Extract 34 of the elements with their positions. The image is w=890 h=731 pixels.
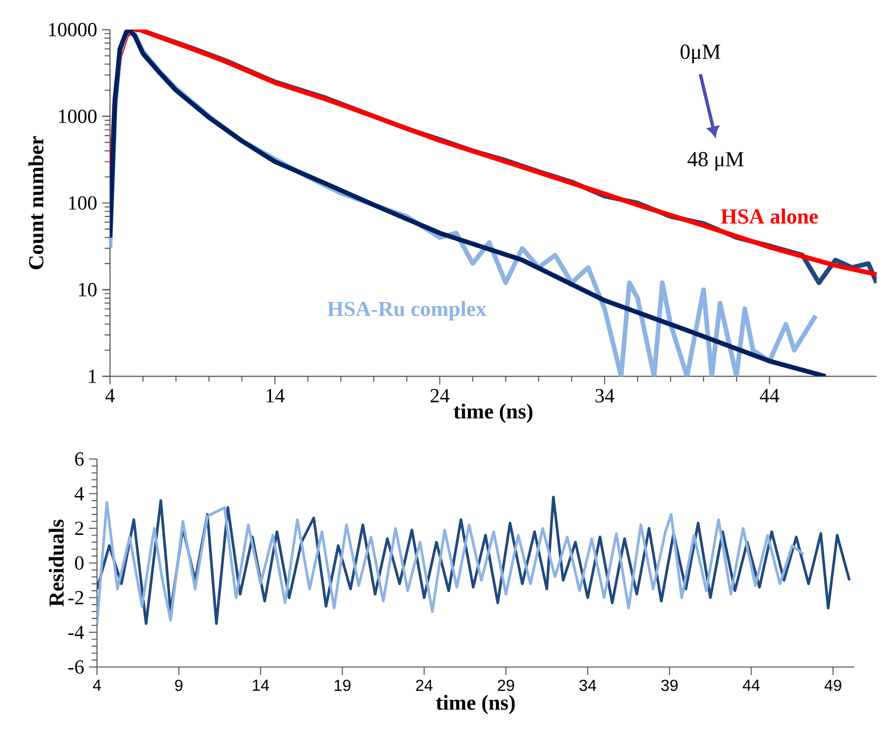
- x-tick-label: 29: [498, 680, 514, 692]
- x-tick-label: 34: [596, 389, 614, 402]
- x-tick-label: 14: [266, 389, 285, 402]
- x-tick-label: 44: [760, 389, 780, 402]
- y-tick-label: 2: [75, 522, 84, 535]
- y-tick-label: 100: [69, 196, 97, 210]
- annotation: 0μM: [680, 44, 720, 64]
- y-tick-label: 1: [89, 370, 96, 383]
- x-axis-title: time (ns): [454, 404, 532, 423]
- y-tick-label: 10: [79, 282, 97, 296]
- annotation: 48 μM: [688, 152, 744, 171]
- x-tick-label: 4: [105, 389, 115, 402]
- y-tick-label: -4: [68, 626, 84, 639]
- x-tick-label: 34: [579, 680, 596, 692]
- x-tick-label: 14: [252, 680, 269, 691]
- x-tick-label: 49: [824, 680, 842, 692]
- x-tick-label: 39: [661, 680, 678, 692]
- x-tick-label: 24: [416, 680, 433, 691]
- series-label: HSA-Ru complex: [327, 301, 486, 320]
- y-tick-label: 4: [74, 487, 84, 500]
- x-tick-label: 9: [175, 680, 182, 692]
- series-label: HSA alone: [720, 208, 818, 224]
- x-axis-title: time (ns): [436, 694, 515, 714]
- y-tick-label: 0: [75, 556, 84, 570]
- y-tick-label: 10000: [49, 22, 97, 36]
- x-tick-label: 24: [430, 389, 450, 402]
- y-tick-label: 6: [75, 452, 84, 466]
- y-tick-label: 1000: [59, 110, 97, 124]
- y-axis-title: Residuals: [48, 520, 64, 606]
- x-tick-label: 44: [742, 680, 760, 691]
- x-tick-label: 19: [334, 680, 350, 692]
- y-tick-label: -2: [68, 591, 84, 604]
- y-axis-title: Count number: [28, 136, 44, 270]
- y-tick-label: -6: [68, 660, 84, 674]
